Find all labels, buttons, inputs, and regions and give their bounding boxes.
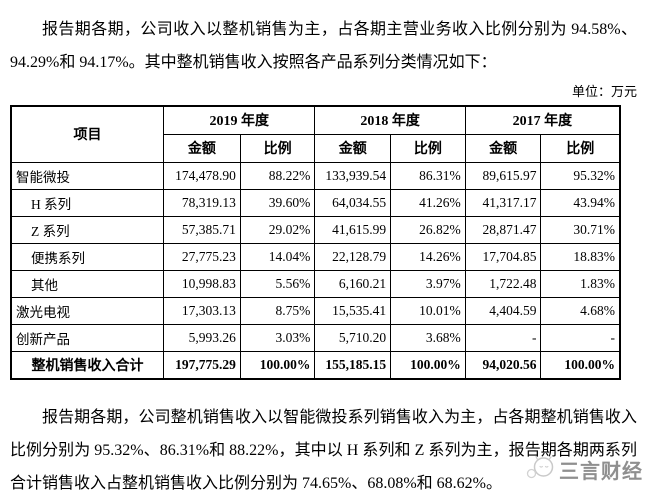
row-label: H 系列 <box>10 188 165 217</box>
ratio-cell: 1.83% <box>540 269 621 298</box>
table-row: 激光电视 17,303.13 8.75% 15,535.41 10.01% 4,… <box>10 296 621 325</box>
amount-cell: 57,385.71 <box>163 215 241 244</box>
amount-cell: 17,303.13 <box>163 296 241 325</box>
intro-paragraph: 报告期各期，公司收入以整机销售为主，占各期主营业务收入比例分别为 94.58%、… <box>10 21 637 71</box>
ratio-cell: 18.83% <box>540 242 621 271</box>
ratio-cell: 43.94% <box>540 188 621 217</box>
table-row: Z 系列 57,385.71 29.02% 41,615.99 26.82% 2… <box>10 215 621 244</box>
amount-cell: 174,478.90 <box>163 161 241 190</box>
ratio-cell: 8.75% <box>239 296 316 325</box>
ratio-cell: 3.68% <box>390 323 466 352</box>
year-header-2019: 2019 年度 <box>163 105 316 135</box>
row-label: Z 系列 <box>10 215 165 244</box>
amount-cell: 197,775.29 <box>163 350 241 380</box>
sanyan-caijing-logo-icon <box>525 454 555 485</box>
amount-header: 金额 <box>314 133 392 163</box>
amount-cell: 6,160.21 <box>314 269 392 298</box>
amount-cell: 5,710.20 <box>314 323 392 352</box>
amount-cell: 5,993.26 <box>163 323 241 352</box>
amount-cell: 22,128.79 <box>314 242 392 271</box>
amount-cell: 10,998.83 <box>163 269 241 298</box>
amount-cell: 28,871.47 <box>464 215 542 244</box>
ratio-cell: 95.32% <box>540 161 621 190</box>
ratio-cell: 3.03% <box>239 323 316 352</box>
ratio-header: 比例 <box>239 133 316 163</box>
amount-cell: 89,615.97 <box>464 161 542 190</box>
year-header-2018: 2018 年度 <box>314 105 466 135</box>
unit-label: 单位：万元 <box>571 84 637 99</box>
ratio-cell: 100.00% <box>239 350 316 380</box>
year-header-2017: 2017 年度 <box>464 105 621 135</box>
table-row: 智能微投 174,478.90 88.22% 133,939.54 86.31%… <box>10 161 621 190</box>
ratio-cell: 5.56% <box>239 269 316 298</box>
table-header-row-years: 项目 2019 年度 2018 年度 2017 年度 <box>10 105 621 163</box>
amount-header: 金额 <box>464 133 542 163</box>
closing-paragraph: 报告期各期，公司整机销售收入以智能微投系列销售收入为主，占各期整机销售收入比例分… <box>10 409 637 492</box>
ratio-cell: 30.71% <box>540 215 621 244</box>
ratio-cell: 3.97% <box>390 269 466 298</box>
row-label: 创新产品 <box>10 323 165 352</box>
table-total-row: 整机销售收入合计 197,775.29 100.00% 155,185.15 1… <box>10 350 621 380</box>
table-row: H 系列 78,319.13 39.60% 64,034.55 41.26% 4… <box>10 188 621 217</box>
amount-cell: 17,704.85 <box>464 242 542 271</box>
ratio-cell: - <box>540 323 621 352</box>
table-header-row-subs: 金额 比例 金额 比例 金额 比例 <box>11 133 621 163</box>
ratio-cell: 39.60% <box>239 188 316 217</box>
ratio-header: 比例 <box>390 133 466 163</box>
ratio-cell: 4.68% <box>540 296 621 325</box>
amount-cell: 4,404.59 <box>464 296 542 325</box>
ratio-cell: 10.01% <box>390 296 466 325</box>
amount-cell: 133,939.54 <box>314 161 392 190</box>
revenue-by-series-table: 项目 2019 年度 2018 年度 2017 年度 金额 比例 金额 比例 金… <box>10 105 621 380</box>
amount-cell: - <box>464 323 542 352</box>
ratio-cell: 14.26% <box>390 242 466 271</box>
ratio-cell: 41.26% <box>390 188 466 217</box>
corner-header-cell: 项目 <box>10 105 165 163</box>
amount-cell: 155,185.15 <box>314 350 392 380</box>
amount-header: 金额 <box>163 133 241 163</box>
ratio-cell: 86.31% <box>390 161 466 190</box>
ratio-cell: 14.04% <box>239 242 316 271</box>
amount-cell: 41,317.17 <box>464 188 542 217</box>
amount-cell: 41,615.99 <box>314 215 392 244</box>
watermark-text: 三言财经 <box>559 461 643 483</box>
amount-cell: 64,034.55 <box>314 188 392 217</box>
ratio-cell: 88.22% <box>239 161 316 190</box>
amount-cell: 94,020.56 <box>464 350 542 380</box>
ratio-cell: 100.00% <box>540 350 621 380</box>
total-row-label: 整机销售收入合计 <box>10 350 165 380</box>
ratio-cell: 29.02% <box>239 215 316 244</box>
row-label: 激光电视 <box>10 296 165 325</box>
ratio-header: 比例 <box>540 133 621 163</box>
amount-cell: 1,722.48 <box>464 269 542 298</box>
table-row: 创新产品 5,993.26 3.03% 5,710.20 3.68% - - <box>10 323 621 352</box>
watermark: 三言财经 <box>525 454 643 485</box>
ratio-cell: 26.82% <box>390 215 466 244</box>
ratio-cell: 100.00% <box>390 350 466 380</box>
table-row: 便携系列 27,775.23 14.04% 22,128.79 14.26% 1… <box>10 242 621 271</box>
amount-cell: 27,775.23 <box>163 242 241 271</box>
row-label: 其他 <box>10 269 165 298</box>
amount-cell: 78,319.13 <box>163 188 241 217</box>
row-label: 便携系列 <box>10 242 165 271</box>
row-label: 智能微投 <box>10 161 165 190</box>
table-row: 其他 10,998.83 5.56% 6,160.21 3.97% 1,722.… <box>10 269 621 298</box>
amount-cell: 15,535.41 <box>314 296 392 325</box>
